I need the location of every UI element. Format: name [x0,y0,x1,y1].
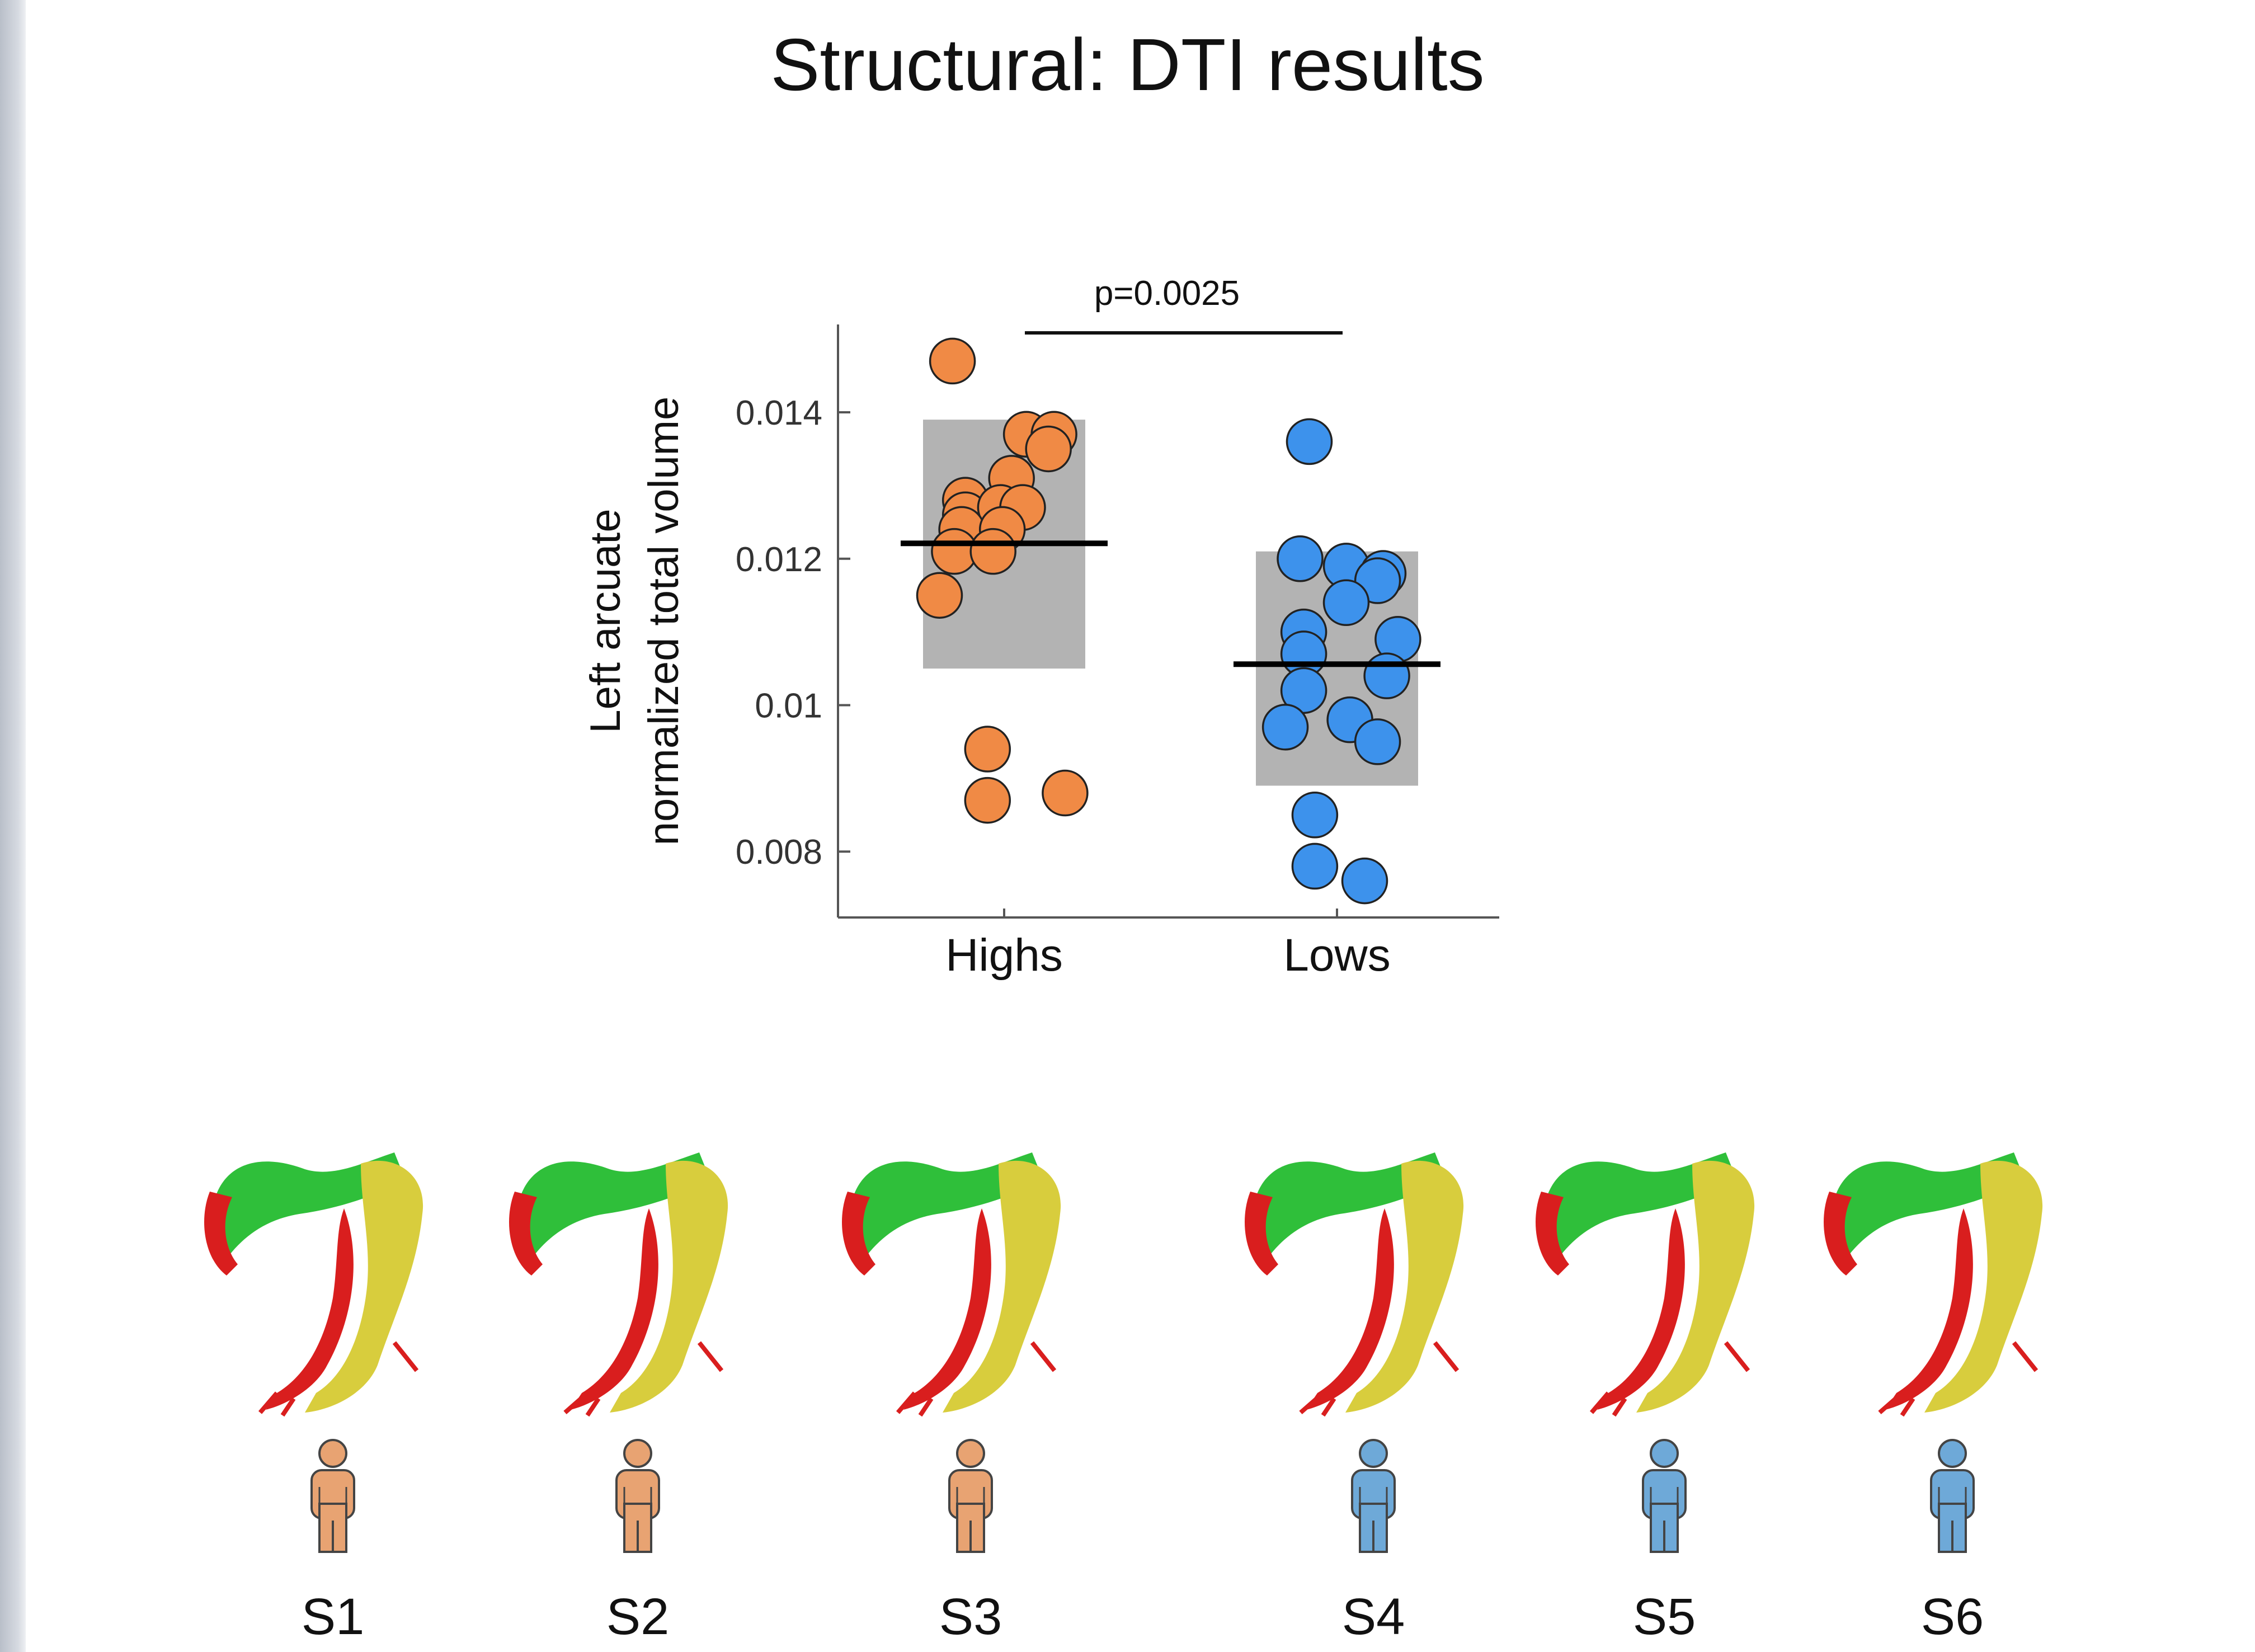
y-tick-label: 0.01 [755,686,822,725]
person-icon [1351,1439,1396,1553]
tract-rendering-s1 [204,1152,423,1417]
data-point-highs [916,572,963,619]
data-point-lows [1363,652,1410,699]
chart-layer: 0.008 0.01 0.012 0.014 Highs Lows Left arcuate… [582,274,1499,981]
subject-label-s4: S4 [1341,1588,1405,1645]
subject-label-s2: S2 [606,1588,670,1645]
data-point-highs [969,528,1016,575]
y-tick-label: 0.008 [736,833,822,872]
y-axis-title-line1: Left arcuate [582,509,629,733]
data-point-lows [1261,704,1309,751]
tract-rendering-s4 [1245,1152,1464,1417]
x-tick-label-lows: Lows [1283,930,1390,981]
y-tick-label: 0.012 [736,540,822,579]
person-icon [1930,1439,1975,1553]
person-icon [948,1439,993,1553]
y-axis-title-line2: normalized total volume [640,397,688,846]
person-icon [310,1439,355,1553]
data-point-highs [964,726,1011,773]
tract-rendering-s6 [1824,1152,2043,1417]
data-point-lows [1322,579,1370,627]
dti-scatter-chart: 0.008 0.01 0.012 0.014 Highs Lows Left arcuate… [582,274,1499,981]
y-tick-label: 0.014 [736,394,822,432]
data-point-lows [1341,857,1388,905]
data-point-lows [1286,418,1333,465]
person-icon [1642,1439,1687,1553]
significance-label: p=0.0025 [1094,274,1240,313]
subject-label-s3: S3 [939,1588,1002,1645]
tract-rendering-s2 [509,1152,728,1417]
data-point-lows [1354,718,1401,765]
data-point-lows [1277,535,1324,582]
data-point-lows [1291,843,1339,890]
data-point-highs [1025,425,1072,473]
data-point-highs [964,776,1011,824]
tract-rendering-s3 [842,1152,1061,1417]
slide-title: Structural: DTI results [770,23,1485,106]
subject-label-s1: S1 [301,1588,365,1645]
data-point-lows [1291,792,1339,839]
x-tick-label-highs: Highs [945,930,1063,981]
data-point-highs [1042,769,1089,817]
subject-label-s6: S6 [1920,1588,1984,1645]
person-icon [615,1439,660,1553]
subject-label-s5: S5 [1632,1588,1696,1645]
data-point-highs [929,337,976,385]
tract-rendering-s5 [1536,1152,1755,1417]
slide-left-edge [0,0,26,1652]
